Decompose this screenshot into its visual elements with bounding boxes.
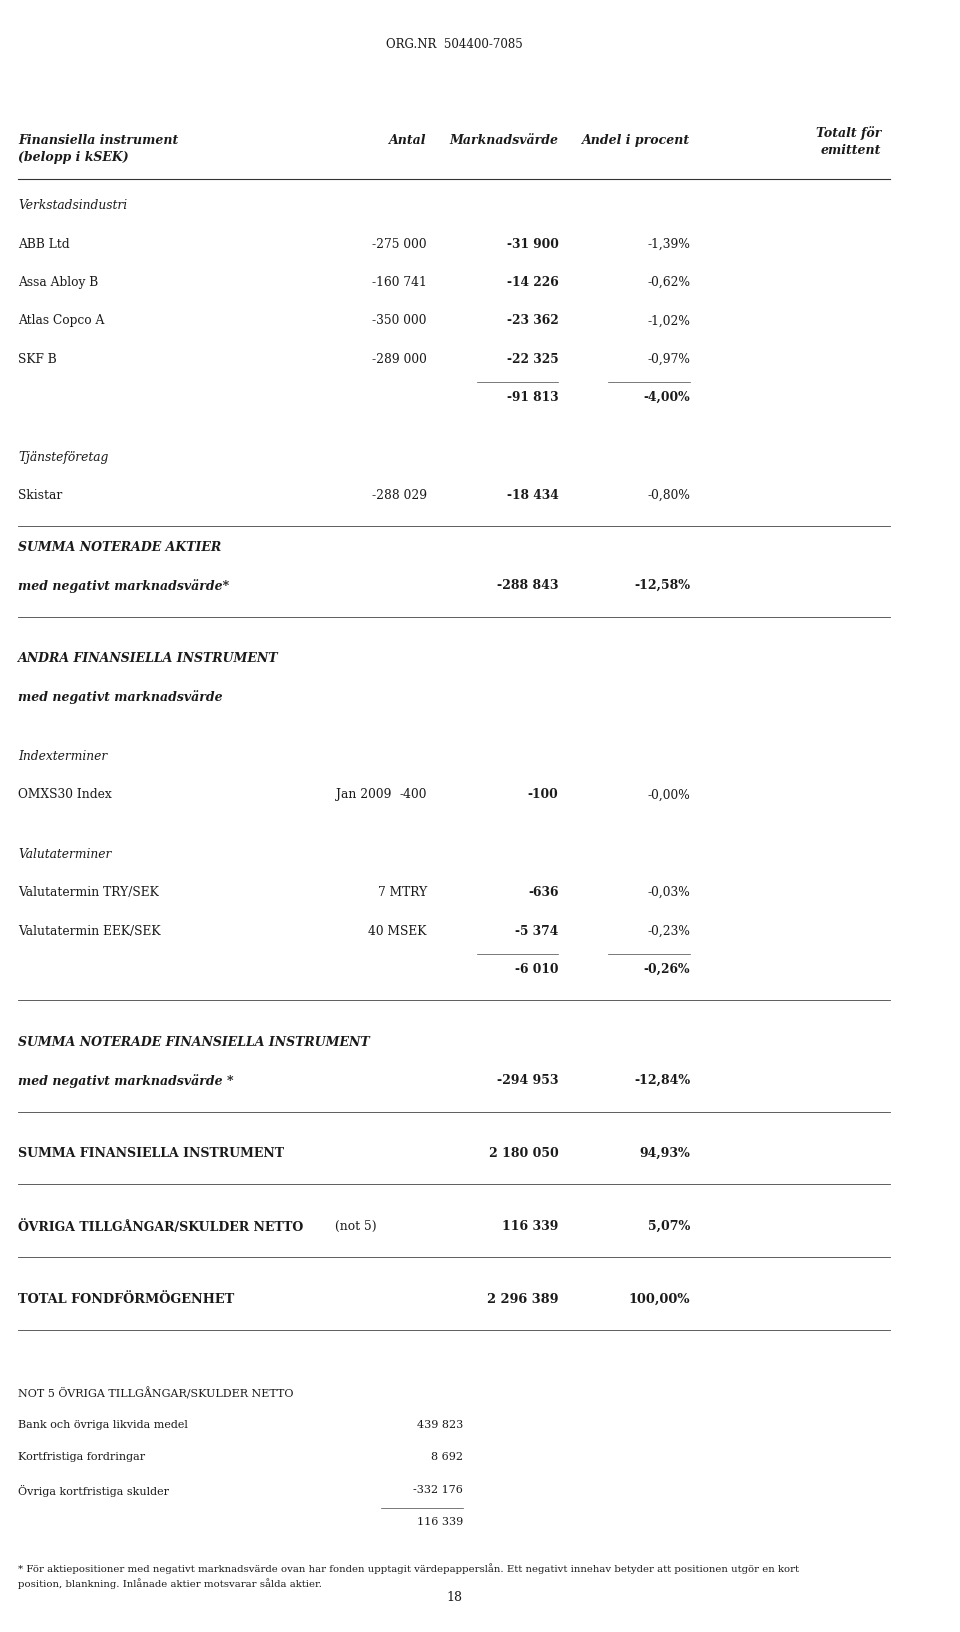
Text: Verkstadsindustri: Verkstadsindustri	[18, 199, 128, 212]
Text: -294 953: -294 953	[497, 1074, 559, 1087]
Text: -0,62%: -0,62%	[647, 276, 690, 289]
Text: -0,23%: -0,23%	[647, 924, 690, 937]
Text: Valutaterminer: Valutaterminer	[18, 847, 111, 860]
Text: 5,07%: 5,07%	[648, 1219, 690, 1232]
Text: Atlas Copco A: Atlas Copco A	[18, 313, 105, 326]
Text: -31 900: -31 900	[507, 237, 559, 250]
Text: 439 823: 439 823	[417, 1418, 463, 1428]
Text: SUMMA NOTERADE AKTIER: SUMMA NOTERADE AKTIER	[18, 540, 222, 553]
Text: Totalt för
emittent: Totalt för emittent	[815, 126, 881, 157]
Text: -0,97%: -0,97%	[647, 353, 690, 366]
Text: -6 010: -6 010	[515, 963, 559, 976]
Text: (not 5): (not 5)	[331, 1219, 377, 1232]
Text: -288 029: -288 029	[372, 488, 427, 501]
Text: Skistar: Skistar	[18, 488, 62, 501]
Text: Valutatermin EEK/SEK: Valutatermin EEK/SEK	[18, 924, 160, 937]
Text: -350 000: -350 000	[372, 313, 427, 326]
Text: Assa Abloy B: Assa Abloy B	[18, 276, 99, 289]
Text: TOTAL FONDFÖRMÖGENHET: TOTAL FONDFÖRMÖGENHET	[18, 1293, 234, 1306]
Text: ABB Ltd: ABB Ltd	[18, 237, 70, 250]
Text: -0,26%: -0,26%	[643, 963, 690, 976]
Text: -289 000: -289 000	[372, 353, 427, 366]
Text: -0,80%: -0,80%	[647, 488, 690, 501]
Text: 2 180 050: 2 180 050	[489, 1146, 559, 1159]
Text: -0,03%: -0,03%	[647, 886, 690, 899]
Text: med negativt marknadsvärde: med negativt marknadsvärde	[18, 690, 223, 703]
Text: ANDRA FINANSIELLA INSTRUMENT: ANDRA FINANSIELLA INSTRUMENT	[18, 651, 278, 664]
Text: -1,39%: -1,39%	[647, 237, 690, 250]
Text: SUMMA FINANSIELLA INSTRUMENT: SUMMA FINANSIELLA INSTRUMENT	[18, 1146, 284, 1159]
Text: -12,58%: -12,58%	[635, 579, 690, 592]
Text: 40 MSEK: 40 MSEK	[369, 924, 427, 937]
Text: 116 339: 116 339	[417, 1516, 463, 1526]
Text: Marknadsvärde: Marknadsvärde	[449, 134, 559, 147]
Text: -288 843: -288 843	[497, 579, 559, 592]
Text: -23 362: -23 362	[507, 313, 559, 326]
Text: -14 226: -14 226	[507, 276, 559, 289]
Text: -5 374: -5 374	[516, 924, 559, 937]
Text: -18 434: -18 434	[507, 488, 559, 501]
Text: 2 296 389: 2 296 389	[487, 1293, 559, 1306]
Text: Tjänsteföretag: Tjänsteföretag	[18, 450, 108, 463]
Text: 8 692: 8 692	[431, 1451, 463, 1461]
Text: -160 741: -160 741	[372, 276, 427, 289]
Text: -0,00%: -0,00%	[647, 788, 690, 801]
Text: -400: -400	[399, 788, 427, 801]
Text: Andel i procent: Andel i procent	[582, 134, 690, 147]
Text: OMXS30 Index: OMXS30 Index	[18, 788, 112, 801]
Text: 94,93%: 94,93%	[639, 1146, 690, 1159]
Text: * För aktiepositioner med negativt marknadsvärde ovan har fonden upptagit värdep: * För aktiepositioner med negativt markn…	[18, 1562, 799, 1588]
Text: ÖVRIGA TILLGÅNGAR/SKULDER NETTO: ÖVRIGA TILLGÅNGAR/SKULDER NETTO	[18, 1219, 303, 1234]
Text: -1,02%: -1,02%	[647, 313, 690, 326]
Text: Antal: Antal	[390, 134, 427, 147]
Text: -91 813: -91 813	[507, 390, 559, 403]
Text: -636: -636	[528, 886, 559, 899]
Text: Kortfristiga fordringar: Kortfristiga fordringar	[18, 1451, 145, 1461]
Text: SKF B: SKF B	[18, 353, 57, 366]
Text: med negativt marknadsvärde *: med negativt marknadsvärde *	[18, 1074, 233, 1087]
Text: NOT 5 ÖVRIGA TILLGÅNGAR/SKULDER NETTO: NOT 5 ÖVRIGA TILLGÅNGAR/SKULDER NETTO	[18, 1386, 294, 1399]
Text: Jan 2009: Jan 2009	[336, 788, 392, 801]
Text: 18: 18	[446, 1590, 462, 1603]
Text: -12,84%: -12,84%	[634, 1074, 690, 1087]
Text: Övriga kortfristiga skulder: Övriga kortfristiga skulder	[18, 1483, 169, 1497]
Text: Bank och övriga likvida medel: Bank och övriga likvida medel	[18, 1418, 188, 1428]
Text: Indexterminer: Indexterminer	[18, 749, 108, 762]
Text: -332 176: -332 176	[413, 1483, 463, 1493]
Text: Valutatermin TRY/SEK: Valutatermin TRY/SEK	[18, 886, 159, 899]
Text: med negativt marknadsvärde*: med negativt marknadsvärde*	[18, 579, 229, 592]
Text: ORG.NR  504400-7085: ORG.NR 504400-7085	[386, 38, 522, 51]
Text: 116 339: 116 339	[502, 1219, 559, 1232]
Text: -275 000: -275 000	[372, 237, 427, 250]
Text: SUMMA NOTERADE FINANSIELLA INSTRUMENT: SUMMA NOTERADE FINANSIELLA INSTRUMENT	[18, 1035, 370, 1048]
Text: -22 325: -22 325	[507, 353, 559, 366]
Text: -100: -100	[528, 788, 559, 801]
Text: -4,00%: -4,00%	[643, 390, 690, 403]
Text: 7 MTRY: 7 MTRY	[377, 886, 427, 899]
Text: Finansiella instrument
(belopp i kSEK): Finansiella instrument (belopp i kSEK)	[18, 134, 179, 163]
Text: 100,00%: 100,00%	[629, 1293, 690, 1306]
